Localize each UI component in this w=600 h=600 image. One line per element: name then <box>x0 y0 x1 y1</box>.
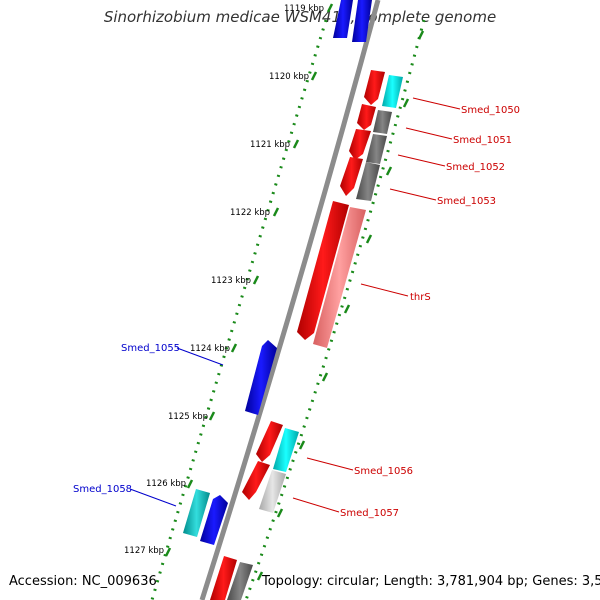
accession-text: Accession: NC_009636 <box>9 574 157 589</box>
scale-label: 1123 kbp <box>211 276 251 286</box>
gene-box-smed-1050-cyan <box>382 75 403 108</box>
gene-arrow-smed-1050 <box>364 70 385 105</box>
scale-label: 1121 kbp <box>250 140 290 150</box>
callout-line-thrs <box>360 283 409 297</box>
scale-ticks <box>164 3 425 581</box>
inner-dotted-track <box>244 19 426 600</box>
gene-arrow-smed-1053 <box>340 157 363 196</box>
gene-label-smed-1050: Smed_1050 <box>461 105 520 116</box>
gene-label-smed-1052: Smed_1052 <box>446 162 505 173</box>
scale-label: 1125 kbp <box>168 412 208 422</box>
gene-label-smed-1055: Smed_1055 <box>121 343 180 354</box>
scale-label: 1119 kbp <box>284 4 324 14</box>
outer-dotted-track <box>150 19 328 600</box>
gene-arrow-smed-1051 <box>357 104 376 130</box>
callout-line-smed-1055 <box>176 347 224 366</box>
callout-line-smed-1057 <box>292 497 340 513</box>
callout-line-smed-1051 <box>405 127 453 140</box>
callout-line-smed-1056 <box>306 457 354 471</box>
gene-arrow-smed-1057 <box>242 461 270 500</box>
callout-line-smed-1052 <box>397 154 446 167</box>
scale-label: 1127 kbp <box>124 546 164 556</box>
gene-box-bottom-gray <box>227 562 253 600</box>
gene-arrow-top-blue-2 <box>352 0 372 42</box>
scale-label: 1126 kbp <box>146 479 186 489</box>
gene-box-thrs-pink <box>313 207 366 348</box>
gene-arrow-smed-1052 <box>349 129 371 160</box>
scale-label: 1124 kbp <box>190 344 230 354</box>
gene-arrow-top-blue-1 <box>333 0 353 38</box>
gene-arrow-thrs <box>297 201 349 340</box>
gene-arrow-smed-1056 <box>256 421 283 462</box>
callout-line-smed-1053 <box>389 188 437 201</box>
gene-label-smed-1053: Smed_1053 <box>437 196 496 207</box>
gene-arrow-smed-1055 <box>245 340 277 415</box>
gene-label-smed-1056: Smed_1056 <box>354 466 413 477</box>
gene-box-smed-1053-gray <box>356 162 380 201</box>
callout-line-smed-1058 <box>129 488 177 507</box>
callout-line-smed-1050 <box>412 97 461 110</box>
genome-summary-text: Topology: circular; Length: 3,781,904 bp… <box>262 574 600 589</box>
gene-label-smed-1051: Smed_1051 <box>453 135 512 146</box>
gene-box-smed-1057-lightgray <box>259 470 286 513</box>
gene-arrow-bottom-red <box>210 556 237 600</box>
scale-label: 1122 kbp <box>230 208 270 218</box>
gene-box-smed-1056-cyan <box>273 428 299 472</box>
gene-box-smed-1058-teal <box>183 489 210 537</box>
gene-arrow-smed-1058 <box>200 495 228 545</box>
gene-label-smed-1058: Smed_1058 <box>73 484 132 495</box>
map-title: Sinorhizobium medicae WSM419, complete g… <box>103 8 497 26</box>
scale-label: 1120 kbp <box>269 72 309 82</box>
gene-label-thrs: thrS <box>410 292 431 303</box>
gene-box-smed-1051-gray <box>373 110 392 134</box>
gene-label-smed-1057: Smed_1057 <box>340 508 399 519</box>
genome-backbone <box>199 0 381 600</box>
gene-box-smed-1052-gray <box>366 134 387 164</box>
